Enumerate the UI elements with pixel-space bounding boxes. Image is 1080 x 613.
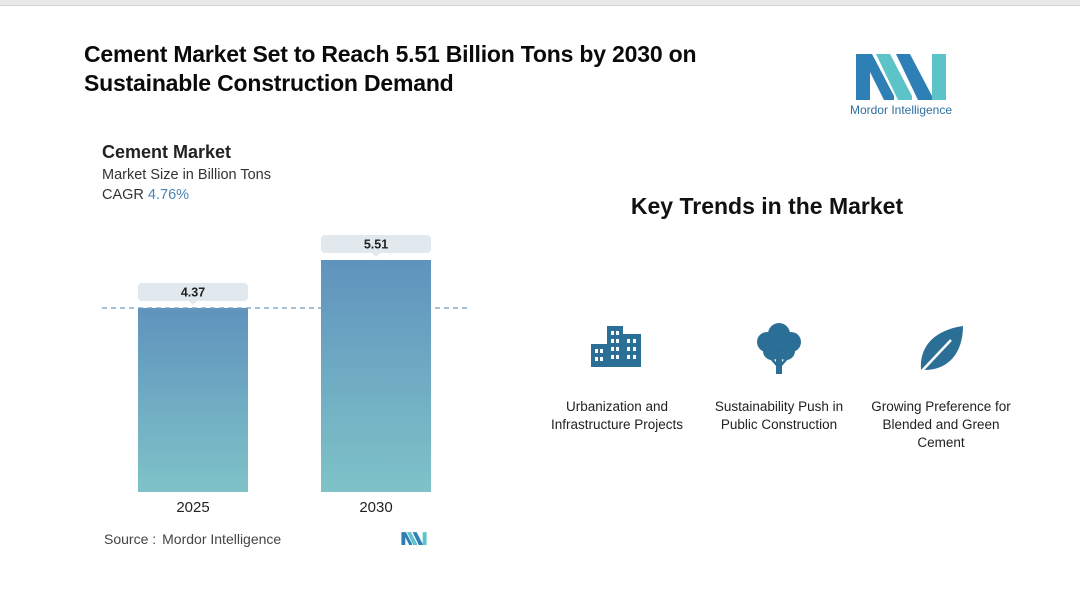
value-label-bubble [321,235,431,257]
trend-urbanization: Urbanization and Infrastructure Projects [537,320,697,434]
x-tick-label: 2025 [176,499,209,516]
trend-label: Sustainability Push in Public Constructi… [714,399,844,432]
value-label: 5.51 [364,238,388,252]
source-label: Source : [104,531,157,547]
trends-heading: Key Trends in the Market [630,193,904,219]
bar-2025 [138,308,248,492]
source-note: Source : Mordor Intelligence [104,531,281,547]
leaf-icon [911,320,971,380]
trend-label: Urbanization and Infrastructure Projects [550,399,684,432]
bar-2030 [321,260,431,492]
brand-name: Mordor Intelligence [849,103,953,117]
trend-sustainability: Sustainability Push in Public Constructi… [699,320,859,434]
trend-green-cement: Growing Preference for Blended and Green… [861,320,1021,452]
value-label: 4.37 [181,286,205,300]
cagr-label: CAGR [102,187,144,203]
value-label-bubble [138,283,248,305]
buildings-icon [587,320,647,380]
page-title: Cement Market Set to Reach 5.51 Billion … [84,41,697,96]
x-tick-label: 2030 [359,499,392,516]
tree-icon [749,320,809,380]
chart-subtitle: Market Size in Billion Tons [102,167,271,183]
trend-label: Growing Preference for Blended and Green… [871,399,1011,450]
source-name: Mordor Intelligence [162,531,282,547]
mordor-logo-icon [856,54,946,100]
cagr-value: 4.76% [147,187,190,203]
cagr-text: CAGR 4.76% [102,187,189,203]
chart-title: Cement Market [102,142,232,162]
window-top-edge [0,0,1080,6]
mini-logo-icon [401,532,427,545]
brand-logo: Mordor Intelligence [846,50,956,122]
